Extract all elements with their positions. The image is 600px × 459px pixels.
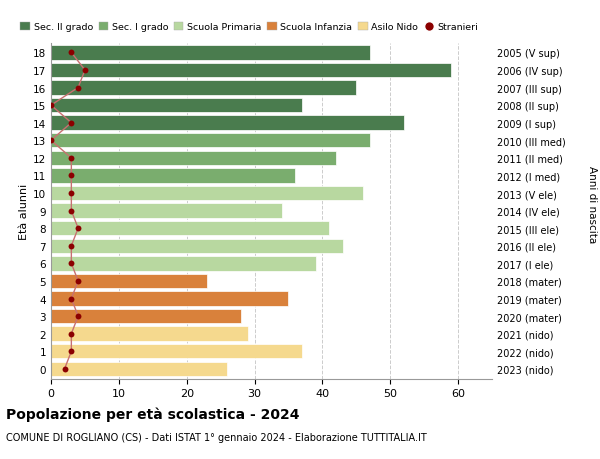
Point (46, 137, 56, 145)
Bar (51, 257, 316, 271)
Point (67, 295, 76, 302)
Point (73, 313, 83, 320)
Point (67, 260, 76, 268)
Bar (51, 309, 241, 324)
Text: COMUNE DI ROGLIANO (CS) - Dati ISTAT 1° gennaio 2024 - Elaborazione TUTTITALIA.I: COMUNE DI ROGLIANO (CS) - Dati ISTAT 1° … (6, 432, 427, 442)
Point (67, 330, 76, 338)
Bar (51, 116, 404, 131)
Legend: Sec. II grado, Sec. I grado, Scuola Primaria, Scuola Infanzia, Asilo Nido, Stran: Sec. II grado, Sec. I grado, Scuola Prim… (20, 23, 478, 32)
Bar (51, 151, 336, 166)
Point (67, 120, 76, 127)
Bar (51, 186, 363, 201)
Point (67, 190, 76, 197)
Bar (51, 64, 451, 78)
Point (73, 278, 83, 285)
Bar (51, 344, 302, 358)
Bar (51, 274, 207, 289)
Bar (51, 327, 248, 341)
Bar (51, 204, 281, 218)
Text: Anni di nascita: Anni di nascita (587, 166, 597, 243)
Bar (51, 46, 370, 61)
Bar (51, 169, 295, 183)
Point (67, 173, 76, 180)
Bar (51, 362, 227, 376)
Y-axis label: Età alunni: Età alunni (19, 183, 29, 239)
Point (73, 84, 83, 92)
Text: Popolazione per età scolastica - 2024: Popolazione per età scolastica - 2024 (6, 406, 299, 421)
Point (60, 365, 70, 373)
Point (67, 50, 76, 57)
Bar (51, 239, 343, 253)
Point (80, 67, 90, 74)
Bar (51, 81, 356, 95)
Point (67, 348, 76, 355)
Point (67, 242, 76, 250)
Point (67, 207, 76, 215)
Point (67, 155, 76, 162)
Point (73, 225, 83, 232)
Bar (51, 134, 370, 148)
Bar (51, 222, 329, 236)
Bar (51, 291, 289, 306)
Bar (51, 99, 302, 113)
Point (46, 102, 56, 110)
